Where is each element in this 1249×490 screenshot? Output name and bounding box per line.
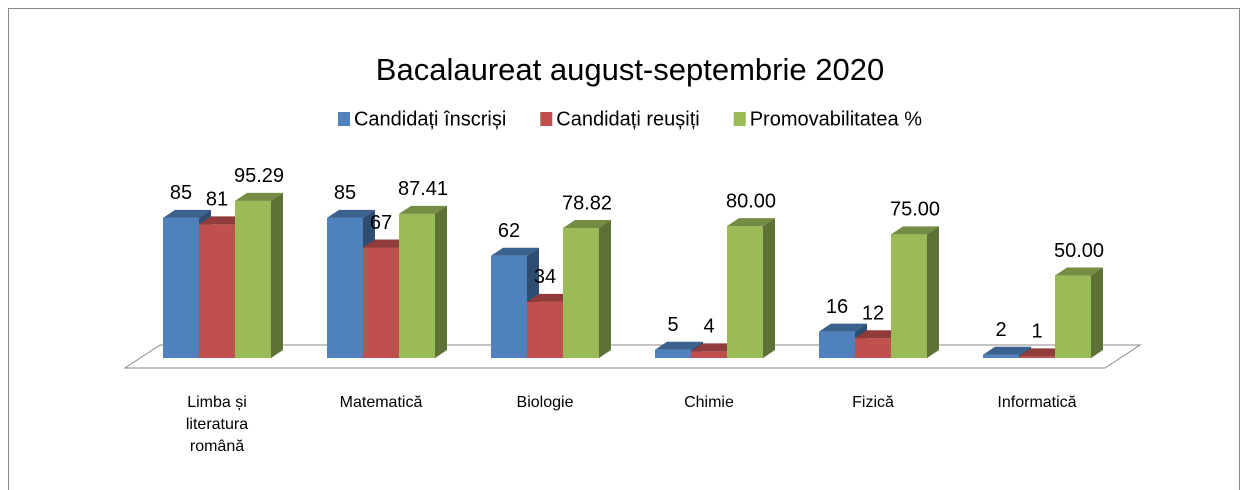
value-label: 95.29 [234,165,284,187]
bar-front [983,354,1019,358]
x-tick-label-box: Matematică [339,394,423,411]
x-tick-label: Limba și literatura română [185,394,249,455]
legend-swatch [337,112,350,126]
bar-top [399,205,447,214]
value-label: 67 [370,212,392,234]
bar-front [327,217,363,358]
bar [235,192,283,358]
bar-side [271,192,283,358]
legend-label: Promovabilitatea % [750,108,923,130]
bar-top [327,209,375,218]
value-label: 50.00 [1054,240,1104,262]
chart-title: Bacalaureat august-septembrie 2020 [376,52,884,87]
legend-swatch [540,112,553,126]
bar [891,226,939,358]
bar-front [527,301,563,358]
x-tick-label: Chimie [684,394,734,411]
bar-front [235,200,271,358]
x-tick-label-box: Chimie [684,394,734,411]
value-label: 34 [534,266,556,288]
bar-front [727,226,763,358]
bar-front [1019,356,1055,358]
legend: Candidați înscriși Candidați reușiți Promo… [337,108,923,130]
bar-top [819,323,867,332]
x-tick-label-box: Limba și literatura română [185,394,249,455]
bar-top [727,218,775,227]
value-label: 62 [498,220,520,242]
bar-front [163,217,199,358]
bar [399,205,447,358]
bar-front [491,255,527,358]
bar-front [655,349,691,358]
bar-front [891,234,927,358]
value-label: 5 [667,314,678,336]
bar [727,218,775,358]
value-label: 12 [862,302,884,324]
bar-side [927,226,939,358]
x-tick-label-box: Biologie [516,394,574,411]
bar-front [1055,275,1091,358]
bar-top [1055,267,1103,276]
bar-front [691,351,727,358]
bar-front [855,338,891,358]
bar-top [983,346,1031,355]
bar-front [199,224,235,358]
value-label: 85 [170,182,192,204]
bar-front [363,247,399,358]
bar-top [235,192,283,201]
bar-top [655,341,703,350]
bar-side [599,220,611,358]
bar-top [563,220,611,229]
bar-top [163,209,211,218]
x-tick-label-box: Fizică [852,394,894,411]
value-label: 80.00 [726,190,776,212]
bar-top [491,247,539,256]
x-tick-label: Matematică [339,394,423,411]
value-label: 78.82 [562,192,612,214]
bar [1055,267,1103,358]
value-label: 1 [1031,321,1042,343]
bar-front [819,331,855,358]
bar-top [891,226,939,235]
value-label: 4 [703,316,714,338]
x-tick-label: Biologie [516,394,574,411]
bar-side [1091,267,1103,358]
bar-front [563,228,599,358]
legend-label: Candidați reușiți [556,108,699,130]
legend-swatch [733,112,746,126]
value-label: 2 [995,319,1006,341]
x-tick-label: Informatică [997,394,1077,411]
bar-front [399,213,435,358]
bar-side [763,218,775,358]
value-label: 87.41 [398,178,448,200]
value-label: 75.00 [890,199,940,221]
x-tick-label-box: Informatică [997,394,1077,411]
value-label: 85 [334,182,356,204]
bar-side [435,205,447,358]
legend-label: Candidați înscriși [354,108,506,130]
bar [563,220,611,358]
x-tick-label: Fizică [852,394,894,411]
value-label: 16 [826,296,848,318]
value-label: 81 [206,189,228,211]
